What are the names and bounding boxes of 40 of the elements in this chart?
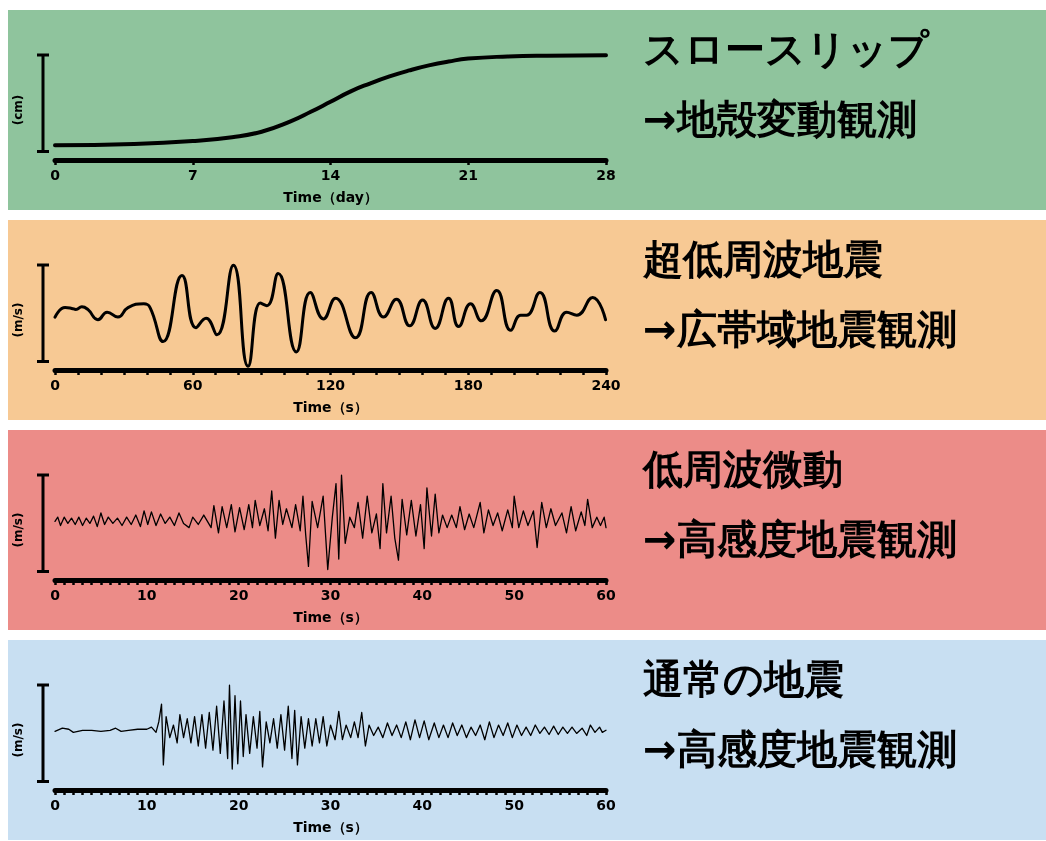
x-tick-label: 50: [504, 587, 525, 603]
x-tick-label: 30: [320, 587, 341, 603]
x-tick-label: 0: [50, 797, 61, 813]
x-tick-label: 21: [458, 167, 478, 183]
text: →高感度地震観測: [643, 516, 957, 562]
x-tick-label: 60: [596, 797, 616, 813]
y-axis-title: (m/s): [11, 512, 25, 548]
x-tick-label: 50: [504, 797, 525, 813]
x-tick-label: 30: [320, 797, 341, 813]
text: →広帯域地震観測: [643, 306, 957, 352]
text: →地殻変動観測: [643, 96, 917, 142]
x-tick-label: 0: [50, 377, 61, 393]
x-tick-label: 10: [137, 797, 157, 813]
x-tick-label: 14: [320, 167, 341, 183]
y-axis-title: (cm): [11, 94, 25, 126]
x-tick-label: 7: [187, 167, 198, 183]
x-tick-label: 180: [453, 377, 484, 393]
text: 低周波微動: [641, 446, 843, 492]
x-tick-label: 60: [183, 377, 203, 393]
x-tick-label: 40: [412, 797, 433, 813]
x-tick-label: 28: [596, 167, 616, 183]
x-tick-label: 60: [596, 587, 616, 603]
x-tick-label: 40: [412, 587, 433, 603]
x-tick-label: 10: [137, 587, 157, 603]
x-tick-label: 0: [50, 587, 61, 603]
y-axis-title: (m/s): [11, 722, 25, 758]
text: スロースリップ: [643, 26, 930, 72]
x-tick-label: 20: [228, 797, 249, 813]
x-tick-label: 20: [228, 587, 249, 603]
x-tick-label: 240: [591, 377, 621, 393]
x-axis-title: Time（s）: [293, 399, 368, 415]
x-axis-title: Time（day）: [283, 189, 378, 205]
x-axis-title: Time（s）: [293, 609, 368, 625]
x-tick-label: 120: [315, 377, 346, 393]
text: →高感度地震観測: [643, 726, 957, 772]
text: 超低周波地震: [642, 236, 883, 282]
x-axis-title: Time（s）: [293, 819, 368, 835]
x-tick-label: 0: [50, 167, 61, 183]
text: 通常の地震: [643, 656, 844, 702]
y-axis-title: (m/s): [11, 302, 25, 338]
